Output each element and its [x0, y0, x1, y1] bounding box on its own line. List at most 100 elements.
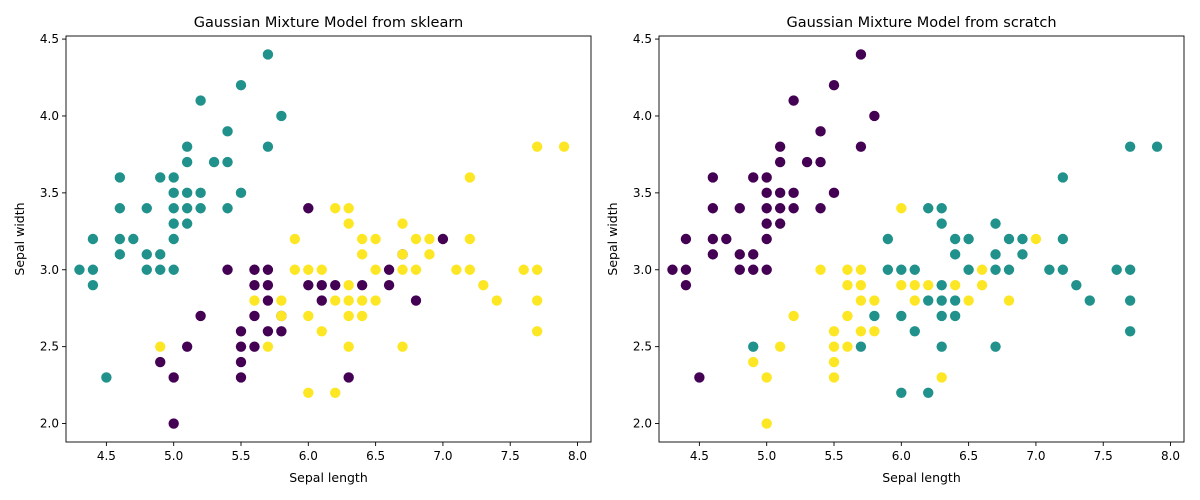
data-point: [262, 326, 274, 337]
data-point: [761, 187, 772, 199]
x-tick-label: 5.0: [757, 449, 776, 463]
y-tick-label: 4.5: [40, 32, 59, 46]
x-tick-label: 4.5: [97, 449, 116, 463]
y-tick-label: 3.0: [633, 263, 652, 277]
x-tick-label: 7.0: [1026, 449, 1045, 463]
y-tick-label: 4.0: [40, 109, 59, 123]
data-point: [249, 310, 260, 322]
data-point: [896, 387, 907, 398]
data-point: [235, 187, 247, 199]
data-point: [303, 264, 314, 275]
data-point: [168, 218, 179, 229]
data-point: [734, 203, 745, 214]
data-point: [990, 218, 1001, 229]
data-point: [343, 218, 354, 229]
data-point: [761, 372, 772, 383]
data-point: [356, 279, 368, 291]
plot-frame: [658, 35, 1185, 443]
data-point: [774, 203, 786, 214]
data-point: [168, 233, 179, 245]
scatter-points: [667, 49, 1163, 429]
data-point: [235, 326, 247, 337]
y-tick-label: 2.0: [633, 417, 652, 431]
data-point: [949, 279, 961, 291]
data-point: [370, 264, 381, 275]
data-point: [451, 264, 462, 275]
data-point: [774, 341, 786, 352]
data-point: [707, 233, 719, 245]
data-point: [869, 110, 880, 122]
data-point: [1044, 264, 1055, 275]
data-point: [1151, 141, 1163, 152]
data-point: [181, 218, 193, 229]
data-point: [249, 279, 260, 291]
data-point: [101, 372, 112, 383]
data-point: [963, 295, 974, 306]
chart-panel-2: Gaussian Mixture Model from scratch 4.5 5.…: [605, 15, 1185, 485]
data-point: [761, 233, 772, 245]
data-point: [815, 126, 826, 137]
data-point: [1084, 295, 1095, 306]
data-point: [316, 326, 327, 337]
data-point: [330, 203, 341, 214]
data-point: [235, 372, 247, 383]
y-tick-label: 4.5: [633, 32, 652, 46]
data-point: [1124, 295, 1136, 306]
data-point: [235, 341, 247, 352]
y-tick-label: 3.5: [633, 186, 652, 200]
data-point: [397, 341, 408, 352]
data-point: [828, 187, 840, 199]
x-tick-label: 5.5: [824, 449, 843, 463]
data-point: [734, 249, 745, 260]
data-point: [370, 295, 381, 306]
data-point: [680, 233, 692, 245]
data-point: [343, 295, 354, 306]
x-tick-label: 6.5: [366, 449, 385, 463]
data-point: [531, 141, 543, 152]
data-point: [222, 126, 233, 137]
data-point: [949, 295, 961, 306]
data-point: [383, 279, 395, 291]
data-point: [909, 279, 920, 291]
data-point: [1124, 141, 1136, 152]
data-point: [936, 218, 947, 229]
data-point: [936, 279, 947, 291]
data-point: [195, 187, 206, 199]
data-point: [114, 203, 126, 214]
data-point: [1057, 233, 1069, 245]
data-point: [788, 95, 799, 106]
data-point: [410, 264, 422, 275]
data-point: [464, 264, 476, 275]
data-point: [155, 264, 166, 275]
data-point: [316, 279, 327, 291]
data-point: [869, 310, 880, 322]
data-point: [707, 249, 719, 260]
x-axis-label: Sepal length: [882, 470, 961, 485]
y-tick-label: 2.5: [633, 340, 652, 354]
data-point: [842, 341, 853, 352]
data-point: [788, 187, 799, 199]
data-point: [1003, 233, 1015, 245]
x-tick-label: 6.0: [892, 449, 911, 463]
data-point: [1003, 264, 1015, 275]
data-point: [855, 279, 867, 291]
data-point: [976, 264, 988, 275]
data-point: [262, 49, 274, 60]
data-point: [748, 356, 759, 368]
data-point: [303, 387, 314, 398]
data-point: [1017, 249, 1028, 260]
data-point: [181, 141, 193, 152]
data-point: [1057, 264, 1069, 275]
data-point: [141, 249, 152, 260]
data-point: [141, 203, 152, 214]
data-point: [990, 341, 1001, 352]
data-point: [222, 264, 233, 275]
data-point: [694, 372, 705, 383]
data-point: [397, 264, 408, 275]
data-point: [909, 326, 920, 337]
data-point: [909, 264, 920, 275]
data-point: [1124, 264, 1136, 275]
data-point: [748, 249, 759, 260]
data-point: [424, 233, 435, 245]
